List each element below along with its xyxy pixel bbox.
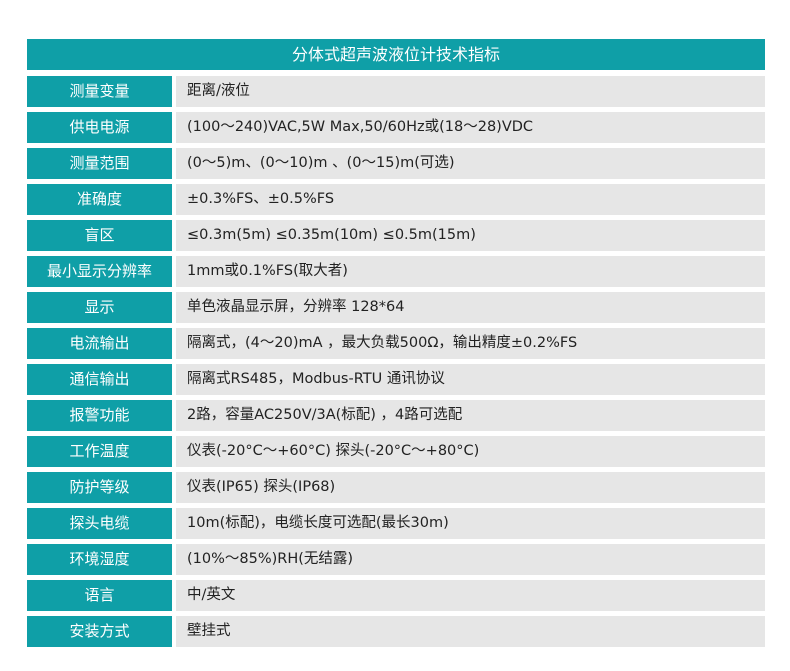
spec-label: 报警功能: [27, 400, 172, 431]
spec-value: 2路，容量AC250V/3A(标配) ，4路可选配: [176, 400, 765, 431]
spec-value: (100～240)VAC,5W Max,50/60Hz或(18～28)VDC: [176, 112, 765, 143]
spec-label: 最小显示分辨率: [27, 256, 172, 287]
spec-value: 仪表(IP65) 探头(IP68): [176, 472, 765, 503]
table-row: 探头电缆 10m(标配)，电缆长度可选配(最长30m): [27, 508, 765, 539]
spec-label: 工作温度: [27, 436, 172, 467]
spec-value: 中/英文: [176, 580, 765, 611]
spec-label: 显示: [27, 292, 172, 323]
table-row: 环境湿度 (10%～85%)RH(无结露): [27, 544, 765, 575]
table-row: 电流输出 隔离式，(4～20)mA ，最大负载500Ω，输出精度±0.2%FS: [27, 328, 765, 359]
spec-value: 1mm或0.1%FS(取大者): [176, 256, 765, 287]
spec-label: 环境湿度: [27, 544, 172, 575]
table-row: 供电电源 (100～240)VAC,5W Max,50/60Hz或(18～28)V…: [27, 112, 765, 143]
spec-label: 防护等级: [27, 472, 172, 503]
table-row: 防护等级 仪表(IP65) 探头(IP68): [27, 472, 765, 503]
spec-label: 通信输出: [27, 364, 172, 395]
spec-value: 壁挂式: [176, 616, 765, 647]
spec-value: 仪表(-20°C～+60°C) 探头(-20°C～+80°C): [176, 436, 765, 467]
table-row: 测量变量 距离/液位: [27, 76, 765, 107]
table-row: 工作温度 仪表(-20°C～+60°C) 探头(-20°C～+80°C): [27, 436, 765, 467]
spec-label: 电流输出: [27, 328, 172, 359]
table-row: 最小显示分辨率 1mm或0.1%FS(取大者): [27, 256, 765, 287]
table-row: 显示 单色液晶显示屏，分辨率 128*64: [27, 292, 765, 323]
spec-label: 探头电缆: [27, 508, 172, 539]
spec-label: 安装方式: [27, 616, 172, 647]
spec-label: 准确度: [27, 184, 172, 215]
spec-label: 供电电源: [27, 112, 172, 143]
spec-value: 距离/液位: [176, 76, 765, 107]
spec-label: 测量范围: [27, 148, 172, 179]
spec-value: 10m(标配)，电缆长度可选配(最长30m): [176, 508, 765, 539]
table-title: 分体式超声波液位计技术指标: [27, 39, 765, 70]
spec-value: ≤0.3m(5m) ≤0.35m(10m) ≤0.5m(15m): [176, 220, 765, 251]
spec-table: 测量变量 距离/液位 供电电源 (100～240)VAC,5W Max,50/60Hz…: [27, 76, 765, 652]
spec-label: 测量变量: [27, 76, 172, 107]
table-row: 盲区 ≤0.3m(5m) ≤0.35m(10m) ≤0.5m(15m): [27, 220, 765, 251]
spec-label: 语言: [27, 580, 172, 611]
table-row: 测量范围 (0～5)m、(0～10)m 、(0～15)m(可选): [27, 148, 765, 179]
table-row: 通信输出 隔离式RS485，Modbus-RTU 通讯协议: [27, 364, 765, 395]
spec-value: (0～5)m、(0～10)m 、(0～15)m(可选): [176, 148, 765, 179]
table-row: 语言 中/英文: [27, 580, 765, 611]
table-row: 安装方式 壁挂式: [27, 616, 765, 647]
table-row: 准确度 ±0.3%FS、±0.5%FS: [27, 184, 765, 215]
spec-value: 单色液晶显示屏，分辨率 128*64: [176, 292, 765, 323]
spec-value: (10%～85%)RH(无结露): [176, 544, 765, 575]
spec-value: ±0.3%FS、±0.5%FS: [176, 184, 765, 215]
table-row: 报警功能 2路，容量AC250V/3A(标配) ，4路可选配: [27, 400, 765, 431]
spec-value: 隔离式，(4～20)mA ，最大负载500Ω，输出精度±0.2%FS: [176, 328, 765, 359]
spec-value: 隔离式RS485，Modbus-RTU 通讯协议: [176, 364, 765, 395]
spec-label: 盲区: [27, 220, 172, 251]
